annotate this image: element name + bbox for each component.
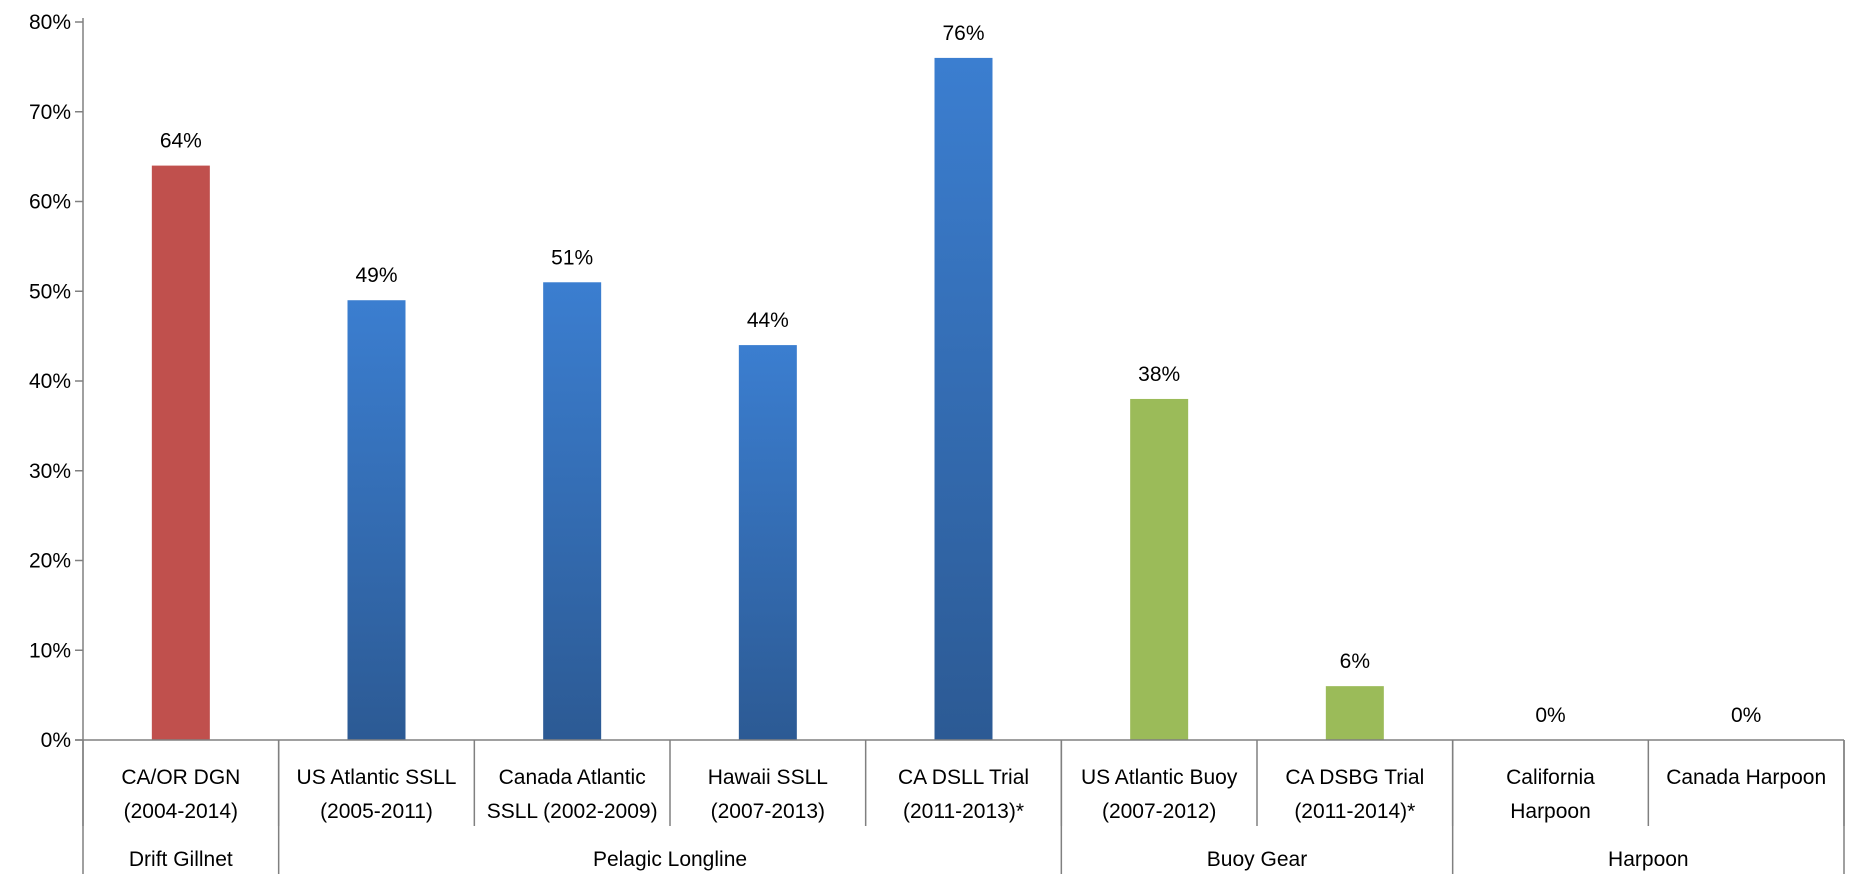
group-label: Drift Gillnet [129, 848, 233, 871]
category-label: US Atlantic Buoy [1081, 766, 1238, 789]
data-label: 44% [747, 309, 789, 332]
category-label: (2005-2011) [320, 800, 433, 823]
bar [543, 282, 602, 740]
category-label: (2007-2013) [711, 800, 825, 823]
data-label: 76% [942, 22, 984, 45]
category-label: (2011-2014)* [1294, 800, 1415, 823]
category-label: US Atlantic SSLL [297, 766, 457, 789]
bar [347, 300, 406, 740]
bar [934, 57, 993, 740]
category-label: California [1506, 766, 1595, 789]
category-label: Canada Harpoon [1666, 766, 1826, 789]
bar [151, 165, 210, 741]
group-label: Pelagic Longline [593, 848, 747, 871]
data-label: 0% [1535, 704, 1565, 727]
y-tick-label: 10% [29, 639, 71, 662]
category-label: CA/OR DGN [121, 766, 240, 789]
data-label: 0% [1731, 704, 1761, 727]
y-tick-label: 30% [29, 460, 71, 483]
y-tick-label: 80% [29, 11, 71, 34]
category-label: (2007-2012) [1102, 800, 1216, 823]
data-label: 6% [1340, 650, 1370, 673]
category-label: CA DSLL Trial [898, 766, 1029, 789]
bar [1130, 398, 1189, 740]
y-tick-label: 70% [29, 101, 71, 124]
category-label: Canada Atlantic [499, 766, 646, 789]
bar [738, 345, 797, 740]
data-label: 64% [160, 130, 202, 153]
category-label: Harpoon [1510, 800, 1591, 823]
y-tick-label: 50% [29, 280, 71, 303]
category-label: Hawaii SSLL [708, 766, 828, 789]
category-label: (2011-2013)* [903, 800, 1024, 823]
data-label: 49% [355, 264, 397, 287]
bar [1325, 686, 1384, 740]
category-label: (2004-2014) [124, 800, 238, 823]
group-label: Harpoon [1608, 848, 1689, 871]
group-label: Buoy Gear [1207, 848, 1307, 871]
y-tick-label: 40% [29, 370, 71, 393]
y-tick-label: 0% [41, 729, 71, 752]
y-tick-label: 20% [29, 550, 71, 573]
x-axis: CA/OR DGN (2004-2014) US Atlantic SSLL (200… [75, 739, 1845, 874]
y-axis: 0% 10% 20% 30% 40% 50% 60% 70% 80% [29, 11, 84, 752]
category-label: CA DSBG Trial [1285, 766, 1424, 789]
category-label: SSLL (2002-2009) [487, 800, 658, 823]
data-label: 51% [551, 246, 593, 269]
bars: 64% 49% 51% 44% 76% 38% 6% 0% 0% [151, 22, 1761, 741]
data-label: 38% [1138, 363, 1180, 386]
y-tick-label: 60% [29, 191, 71, 214]
